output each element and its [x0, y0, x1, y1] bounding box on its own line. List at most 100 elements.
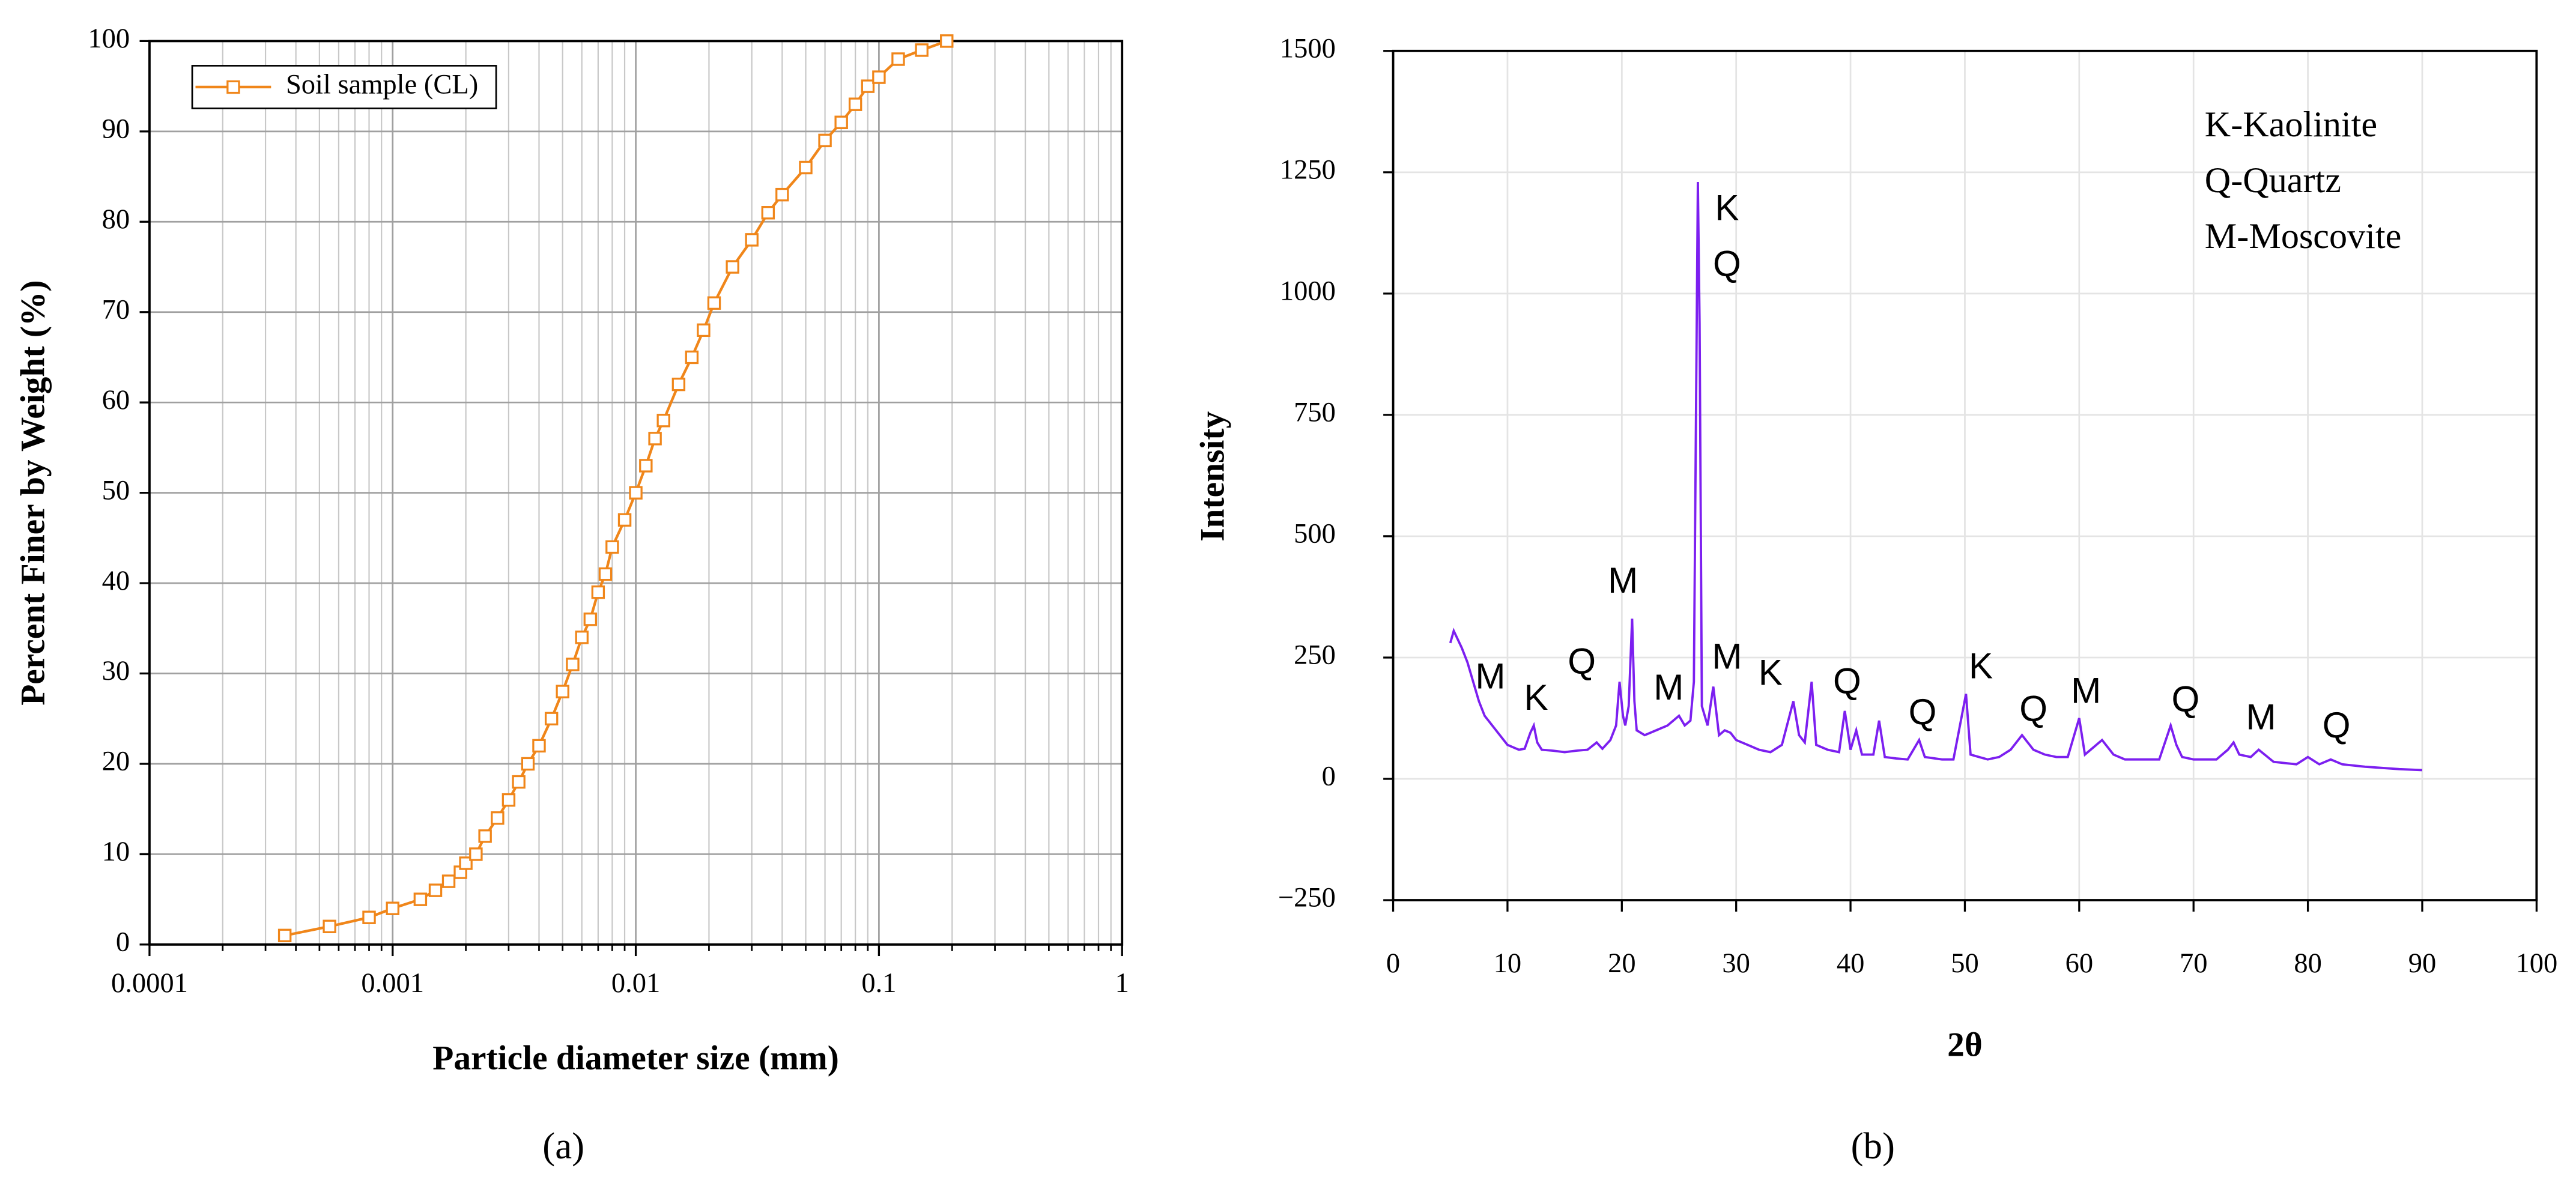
peak-label: M — [1475, 656, 1505, 696]
y-tick-label: 1250 — [1280, 155, 1336, 186]
data-marker — [745, 233, 759, 247]
data-marker — [656, 414, 670, 428]
data-marker — [491, 811, 505, 825]
peak-label: Q — [2171, 679, 2199, 719]
x-tick-label: 40 — [1837, 948, 1864, 979]
data-marker — [323, 919, 336, 934]
data-marker — [605, 540, 619, 554]
data-marker — [671, 377, 686, 392]
key-note: Q-Quartz — [2205, 160, 2341, 201]
data-marker — [583, 613, 598, 626]
peak-label: Q — [1568, 641, 1596, 681]
data-marker — [639, 459, 653, 473]
data-marker — [648, 432, 662, 446]
data-marker — [861, 79, 875, 93]
data-marker — [834, 115, 848, 130]
x-tick-label: 20 — [1608, 948, 1635, 979]
y-tick-label: 0 — [1322, 761, 1336, 792]
data-marker — [502, 793, 516, 807]
x-tick-label: 60 — [2065, 948, 2093, 979]
data-marker — [775, 187, 789, 202]
data-marker — [685, 350, 699, 365]
peak-label: M — [1608, 560, 1638, 601]
data-line — [284, 40, 948, 937]
legend-label: Soil sample (CL) — [286, 70, 478, 100]
x-tick-label: 50 — [1951, 948, 1978, 979]
data-marker — [469, 847, 483, 861]
x-tick-label: 0.0001 — [111, 968, 188, 999]
data-marker — [598, 567, 613, 581]
peak-label: K — [1715, 188, 1739, 228]
data-marker — [566, 658, 580, 671]
y-tick-label: 20 — [102, 746, 130, 777]
data-marker — [726, 260, 739, 274]
y-axis-title: Percent Finer by Weight (%) — [14, 280, 52, 705]
plot-frame — [148, 40, 1124, 946]
data-marker — [532, 739, 546, 753]
data-marker — [428, 883, 443, 897]
peak-label: M — [2071, 671, 2101, 711]
plot-frame — [1392, 49, 2538, 901]
data-marker — [478, 829, 492, 843]
data-marker — [277, 928, 292, 943]
data-marker — [512, 775, 526, 789]
y-tick-label: −250 — [1278, 883, 1336, 913]
y-tick-label: 1000 — [1280, 276, 1336, 307]
data-marker — [629, 486, 643, 500]
data-marker — [818, 133, 832, 148]
y-tick-label: 750 — [1294, 398, 1336, 428]
x-tick-label: 0.1 — [861, 968, 896, 999]
data-marker — [940, 34, 954, 48]
y-tick-label: 70 — [102, 294, 130, 325]
key-note: K-Kaolinite — [2205, 104, 2377, 145]
peak-label: Q — [1713, 243, 1741, 283]
peak-label: Q — [2323, 705, 2351, 745]
data-marker — [556, 685, 569, 698]
data-marker — [848, 97, 862, 111]
y-tick-label: 100 — [88, 23, 130, 54]
data-marker — [386, 901, 399, 915]
data-marker — [761, 206, 775, 220]
x-tick-label: 30 — [1722, 948, 1750, 979]
x-tick-label: 0.01 — [611, 968, 660, 999]
y-tick-label: 250 — [1294, 640, 1336, 671]
y-tick-label: 40 — [102, 566, 130, 596]
x-tick-label: 0 — [1386, 948, 1400, 979]
data-marker — [591, 585, 605, 599]
data-marker — [441, 874, 456, 888]
peak-label: Q — [1833, 661, 1861, 701]
data-marker — [697, 323, 711, 337]
panel-label: (a) — [542, 1125, 584, 1167]
data-marker — [799, 160, 813, 175]
peak-label: M — [2246, 697, 2276, 737]
y-tick-label: 60 — [102, 385, 130, 416]
data-marker — [362, 910, 376, 924]
x-tick-label: 80 — [2294, 948, 2321, 979]
data-marker — [544, 712, 559, 725]
peak-label: M — [1653, 667, 1683, 707]
x-tick-label: 90 — [2408, 948, 2436, 979]
x-axis-title: Particle diameter size (mm) — [432, 1039, 839, 1077]
x-tick-label: 70 — [2180, 948, 2207, 979]
data-marker — [915, 43, 929, 57]
peak-label: Q — [2019, 689, 2047, 729]
peak-label: Q — [1909, 692, 1937, 732]
x-tick-label: 0.001 — [361, 968, 424, 999]
data-marker — [891, 52, 905, 66]
data-marker — [459, 856, 473, 870]
data-marker — [575, 631, 589, 644]
peak-label: K — [1524, 677, 1548, 718]
peak-label: K — [1759, 653, 1783, 693]
legend-marker — [226, 80, 240, 94]
x-tick-label: 100 — [2515, 948, 2557, 979]
x-tick-label: 1 — [1115, 968, 1129, 999]
data-marker — [413, 892, 428, 906]
x-tick-label: 10 — [1494, 948, 1521, 979]
y-tick-label: 10 — [102, 837, 130, 867]
key-note: M-Moscovite — [2205, 216, 2401, 256]
y-tick-label: 0 — [116, 927, 130, 958]
data-marker — [617, 513, 632, 527]
y-tick-label: 50 — [102, 475, 130, 506]
panel-label: (b) — [1851, 1125, 1895, 1167]
